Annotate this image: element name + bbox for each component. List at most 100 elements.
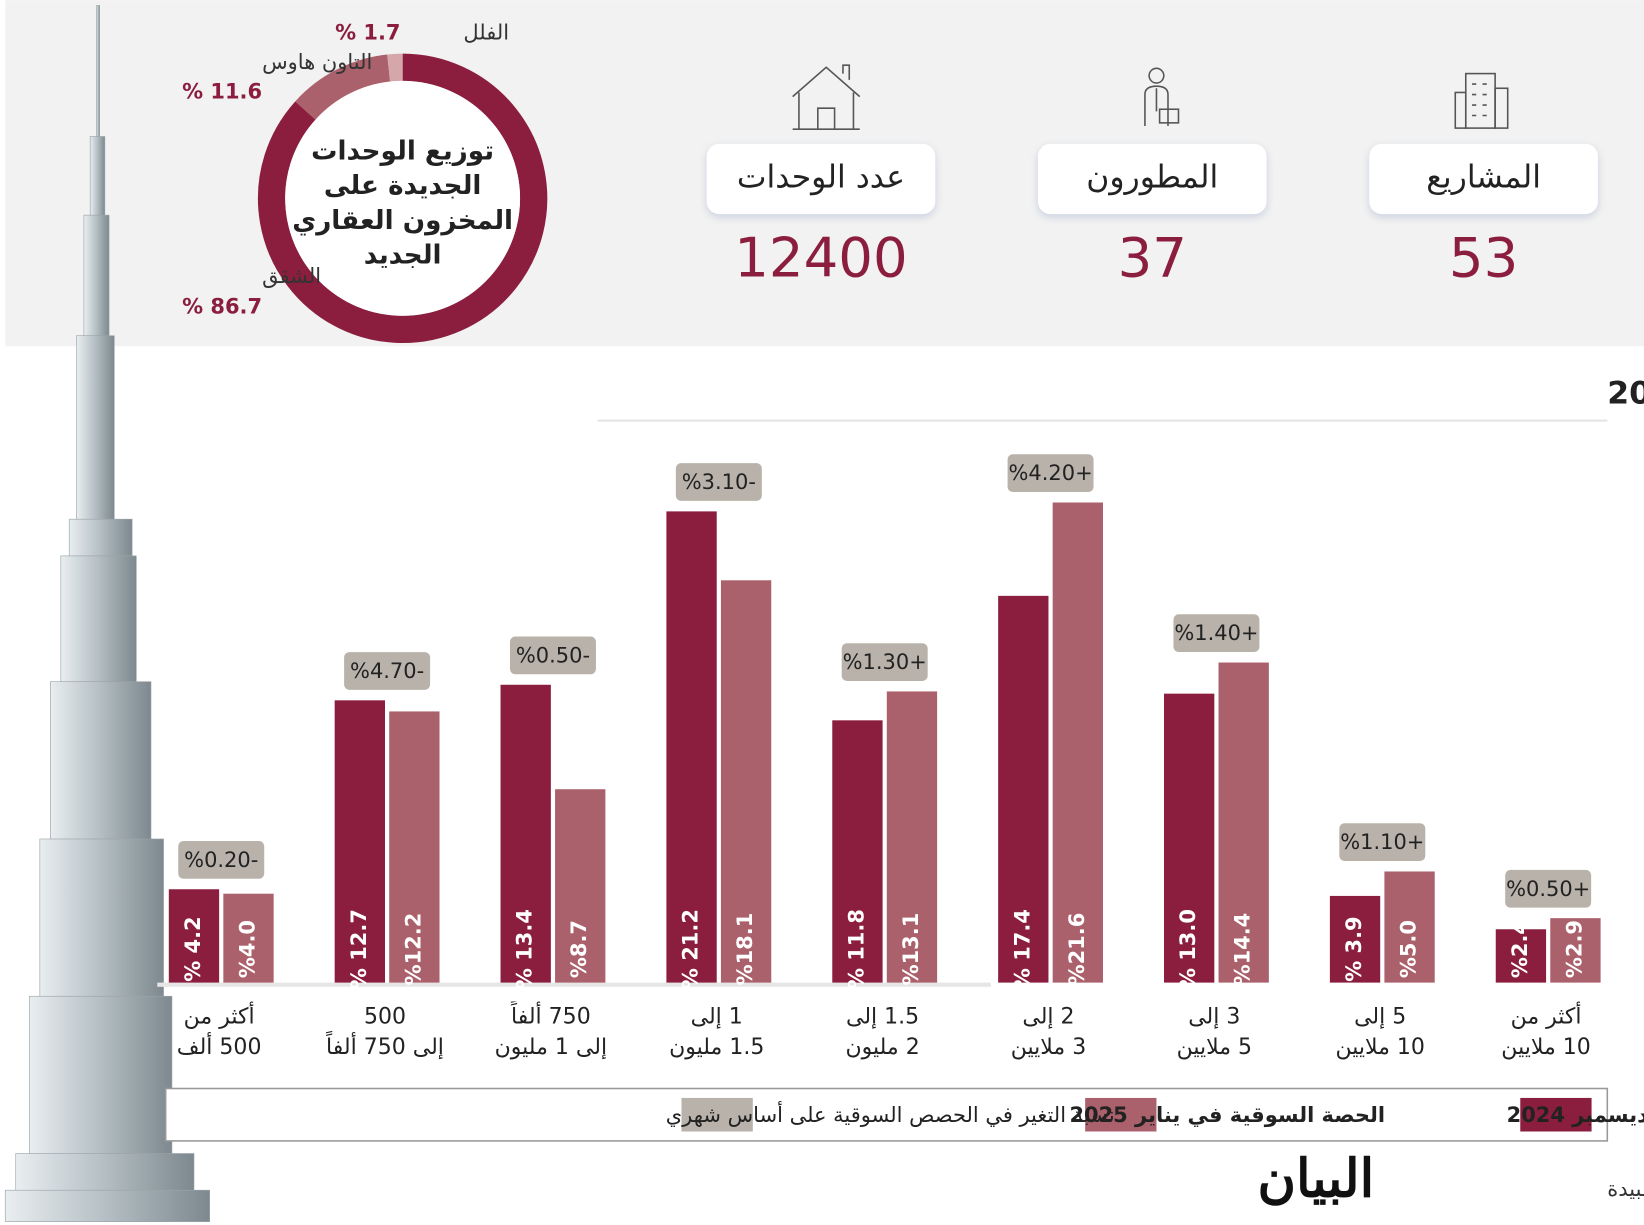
bar-value-label: %13.1 bbox=[899, 913, 923, 986]
legend-swatch bbox=[681, 1097, 753, 1132]
x-tick-label: 1 إلى 1.5 مليون bbox=[669, 1003, 765, 1060]
x-tick-label: أكثر من 10 ملايين bbox=[1501, 1003, 1591, 1060]
bar bbox=[998, 595, 1049, 983]
slice-value: % 1.7 bbox=[335, 21, 400, 45]
legend-label: نسبة التغير في الحصص السوقية على أساس شه… bbox=[666, 1101, 1115, 1127]
bar-value-label: % 12.7 bbox=[347, 909, 371, 989]
bar bbox=[555, 789, 606, 983]
x-tick-label: 750 ألفاً إلى 1 مليون bbox=[494, 1003, 608, 1060]
slice-label: الفلل bbox=[463, 21, 509, 45]
bar-value-label: % 13.4 bbox=[513, 909, 537, 989]
bar-value-label: %2.9 bbox=[1562, 920, 1586, 978]
change-label: %4.70- bbox=[350, 659, 424, 683]
donut-slice bbox=[387, 53, 403, 82]
change-label-box bbox=[178, 841, 265, 879]
bar-value-label: % 4.2 bbox=[181, 916, 205, 981]
bar bbox=[168, 889, 220, 983]
change-label-box bbox=[1007, 454, 1094, 493]
x-tick-label: 3 إلى 5 ملايين bbox=[1176, 1003, 1253, 1060]
x-tick-label-box: أكثر من 10 ملايين bbox=[1501, 1003, 1591, 1060]
x-tick-label: أكثر من 500 ألف bbox=[176, 1003, 262, 1060]
legend-label: الحصة السوقية في يناير 2025 bbox=[1069, 1103, 1385, 1127]
bar-chart-title: التغيرات في الحصص السوقية بحسب فئات الأس… bbox=[1607, 373, 1644, 411]
stat-card bbox=[1037, 143, 1267, 215]
x-tick-label-box: 2 إلى 3 ملايين bbox=[1010, 1003, 1087, 1060]
donut-slice bbox=[257, 53, 548, 344]
x-tick-label: 500 إلى 750 ألفاً bbox=[326, 1003, 444, 1060]
donut-title-box: توزيع الوحدات الجديدة على المخزون العقار… bbox=[292, 135, 514, 270]
bar bbox=[720, 580, 772, 983]
bar-value-label: % 11.8 bbox=[844, 909, 868, 989]
bar bbox=[500, 684, 551, 983]
bar-value-label: %2.4 bbox=[1508, 920, 1532, 978]
slice-label: الشقق bbox=[262, 264, 321, 288]
x-tick-label-box: 5 إلى 10 ملايين bbox=[1335, 1003, 1425, 1060]
slice-label: التاون هاوس bbox=[262, 50, 372, 74]
legend-box bbox=[164, 1087, 1609, 1142]
bar bbox=[666, 511, 717, 983]
bar bbox=[1384, 871, 1435, 983]
bar-value-label: %8.7 bbox=[567, 920, 591, 978]
x-tick-label: 1.5 إلى 2 مليون bbox=[845, 1003, 920, 1060]
change-label: %1.30+ bbox=[843, 650, 927, 674]
tower-illustration bbox=[4, 5, 211, 1222]
change-label: %1.10+ bbox=[1340, 830, 1424, 854]
bar-value-label: % 3.9 bbox=[1342, 916, 1366, 981]
bar bbox=[389, 711, 440, 983]
stat-label: المشاريع bbox=[1426, 159, 1541, 195]
icon-buildings bbox=[1454, 72, 1509, 129]
bar-value-label: % 17.4 bbox=[1010, 909, 1034, 989]
bar-value-label: %5.0 bbox=[1397, 920, 1421, 978]
donut-slice bbox=[295, 54, 391, 120]
x-tick-label-box: أكثر من 500 ألف bbox=[176, 1003, 262, 1060]
change-label: %3.10- bbox=[682, 470, 756, 494]
bar bbox=[832, 720, 883, 983]
stat-label: عدد الوحدات bbox=[737, 159, 905, 195]
bar-base bbox=[157, 982, 991, 987]
bar-value-label: % 13.0 bbox=[1176, 909, 1200, 989]
donut-title: توزيع الوحدات الجديدة على المخزون العقار… bbox=[292, 135, 514, 270]
bar bbox=[1550, 918, 1601, 983]
bar-value-label: %18.1 bbox=[733, 913, 757, 986]
stat-value: 37 bbox=[1118, 225, 1187, 289]
stat-label: المطورون bbox=[1086, 159, 1218, 195]
bar-value-label: %14.4 bbox=[1231, 913, 1255, 986]
change-label-box bbox=[1339, 823, 1426, 861]
bar bbox=[334, 700, 385, 983]
change-label: %0.50+ bbox=[1506, 877, 1590, 901]
x-tick-label-box: 500 إلى 750 ألفاً bbox=[326, 1003, 444, 1060]
change-label-box bbox=[344, 652, 431, 690]
credit: غرافيك: محمد أبوعبيدة bbox=[1607, 1175, 1644, 1201]
stat-card bbox=[1369, 143, 1598, 215]
legend-label: الحصة السوقية في ديسمبر 2024 bbox=[1507, 1103, 1644, 1127]
x-tick-label-box: 1 إلى 1.5 مليون bbox=[669, 1003, 765, 1060]
stat-value: 53 bbox=[1449, 225, 1518, 289]
legend-swatch bbox=[1520, 1097, 1592, 1132]
slice-value: % 86.7 bbox=[182, 294, 262, 318]
bar bbox=[1329, 895, 1381, 983]
change-label: %4.20+ bbox=[1009, 461, 1093, 485]
change-label: %0.50- bbox=[516, 643, 590, 667]
stat-card bbox=[706, 143, 936, 215]
bar bbox=[1052, 502, 1103, 983]
x-tick-label-box: 750 ألفاً إلى 1 مليون bbox=[494, 1003, 608, 1060]
change-label-box bbox=[675, 463, 762, 501]
x-tick-label: 5 إلى 10 ملايين bbox=[1335, 1003, 1425, 1060]
bar bbox=[1218, 662, 1269, 983]
stat-value: 12400 bbox=[734, 225, 907, 289]
change-label-box bbox=[1505, 869, 1592, 908]
change-label-box bbox=[841, 643, 928, 681]
icon-house bbox=[792, 64, 861, 130]
slice-value: % 11.6 bbox=[182, 79, 262, 103]
bar bbox=[1495, 929, 1547, 983]
icon-developer bbox=[1144, 67, 1180, 127]
change-label: %1.40+ bbox=[1174, 621, 1258, 645]
bar-value-label: %4.0 bbox=[235, 920, 259, 978]
bar-value-label: %12.2 bbox=[401, 913, 425, 986]
change-label: %0.20- bbox=[184, 848, 258, 872]
change-label-box bbox=[509, 636, 596, 675]
bar-value-label: % 21.2 bbox=[679, 909, 703, 989]
x-tick-label: 2 إلى 3 ملايين bbox=[1010, 1003, 1087, 1060]
